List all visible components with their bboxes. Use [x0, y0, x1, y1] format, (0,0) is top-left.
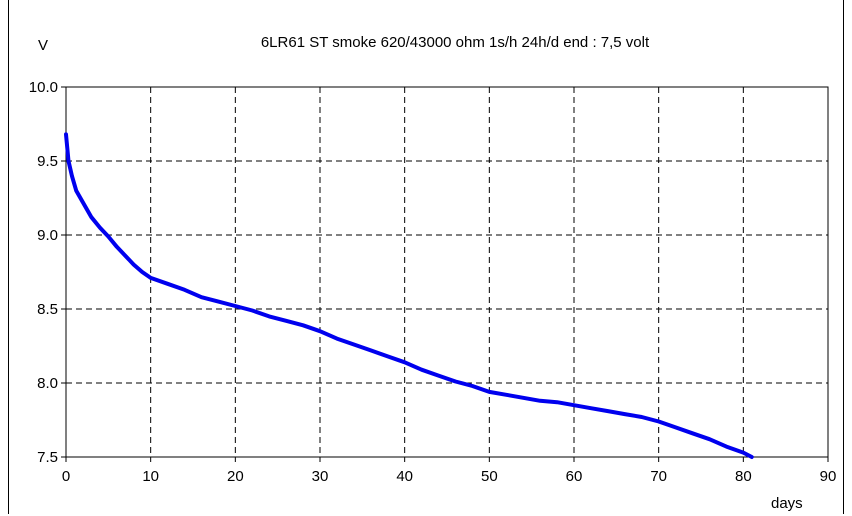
voltage-series-line [64, 132, 754, 459]
x-tick-labels: 0 10 20 30 40 50 60 70 80 90 [62, 457, 837, 485]
y-tick-label: 9.0 [37, 227, 58, 244]
x-tick-label: 80 [735, 468, 752, 485]
x-tick-label: 20 [227, 468, 244, 485]
chart-frame [8, 0, 844, 514]
y-axis-label: V [38, 37, 48, 54]
x-tick-label: 50 [481, 468, 498, 485]
x-tick-label: 0 [62, 468, 70, 485]
x-tick-label: 30 [312, 468, 329, 485]
plot-area [65, 86, 829, 458]
x-tick-label: 40 [396, 468, 413, 485]
y-tick-label: 10.0 [29, 79, 58, 96]
y-tick-labels: 7.5 8.0 8.5 9.0 9.5 10.0 [29, 79, 66, 466]
y-tick-label: 8.0 [37, 375, 58, 392]
y-tick-label: 8.5 [37, 301, 58, 318]
x-axis-label: days [771, 495, 803, 512]
x-tick-label: 60 [566, 468, 583, 485]
chart-title: 6LR61 ST smoke 620/43000 ohm 1s/h 24h/d … [261, 34, 650, 51]
y-tick-label: 9.5 [37, 153, 58, 170]
y-tick-label: 7.5 [37, 449, 58, 466]
x-tick-label: 70 [650, 468, 667, 485]
grid [66, 87, 828, 457]
x-tick-label: 90 [820, 468, 837, 485]
x-tick-label: 10 [142, 468, 159, 485]
